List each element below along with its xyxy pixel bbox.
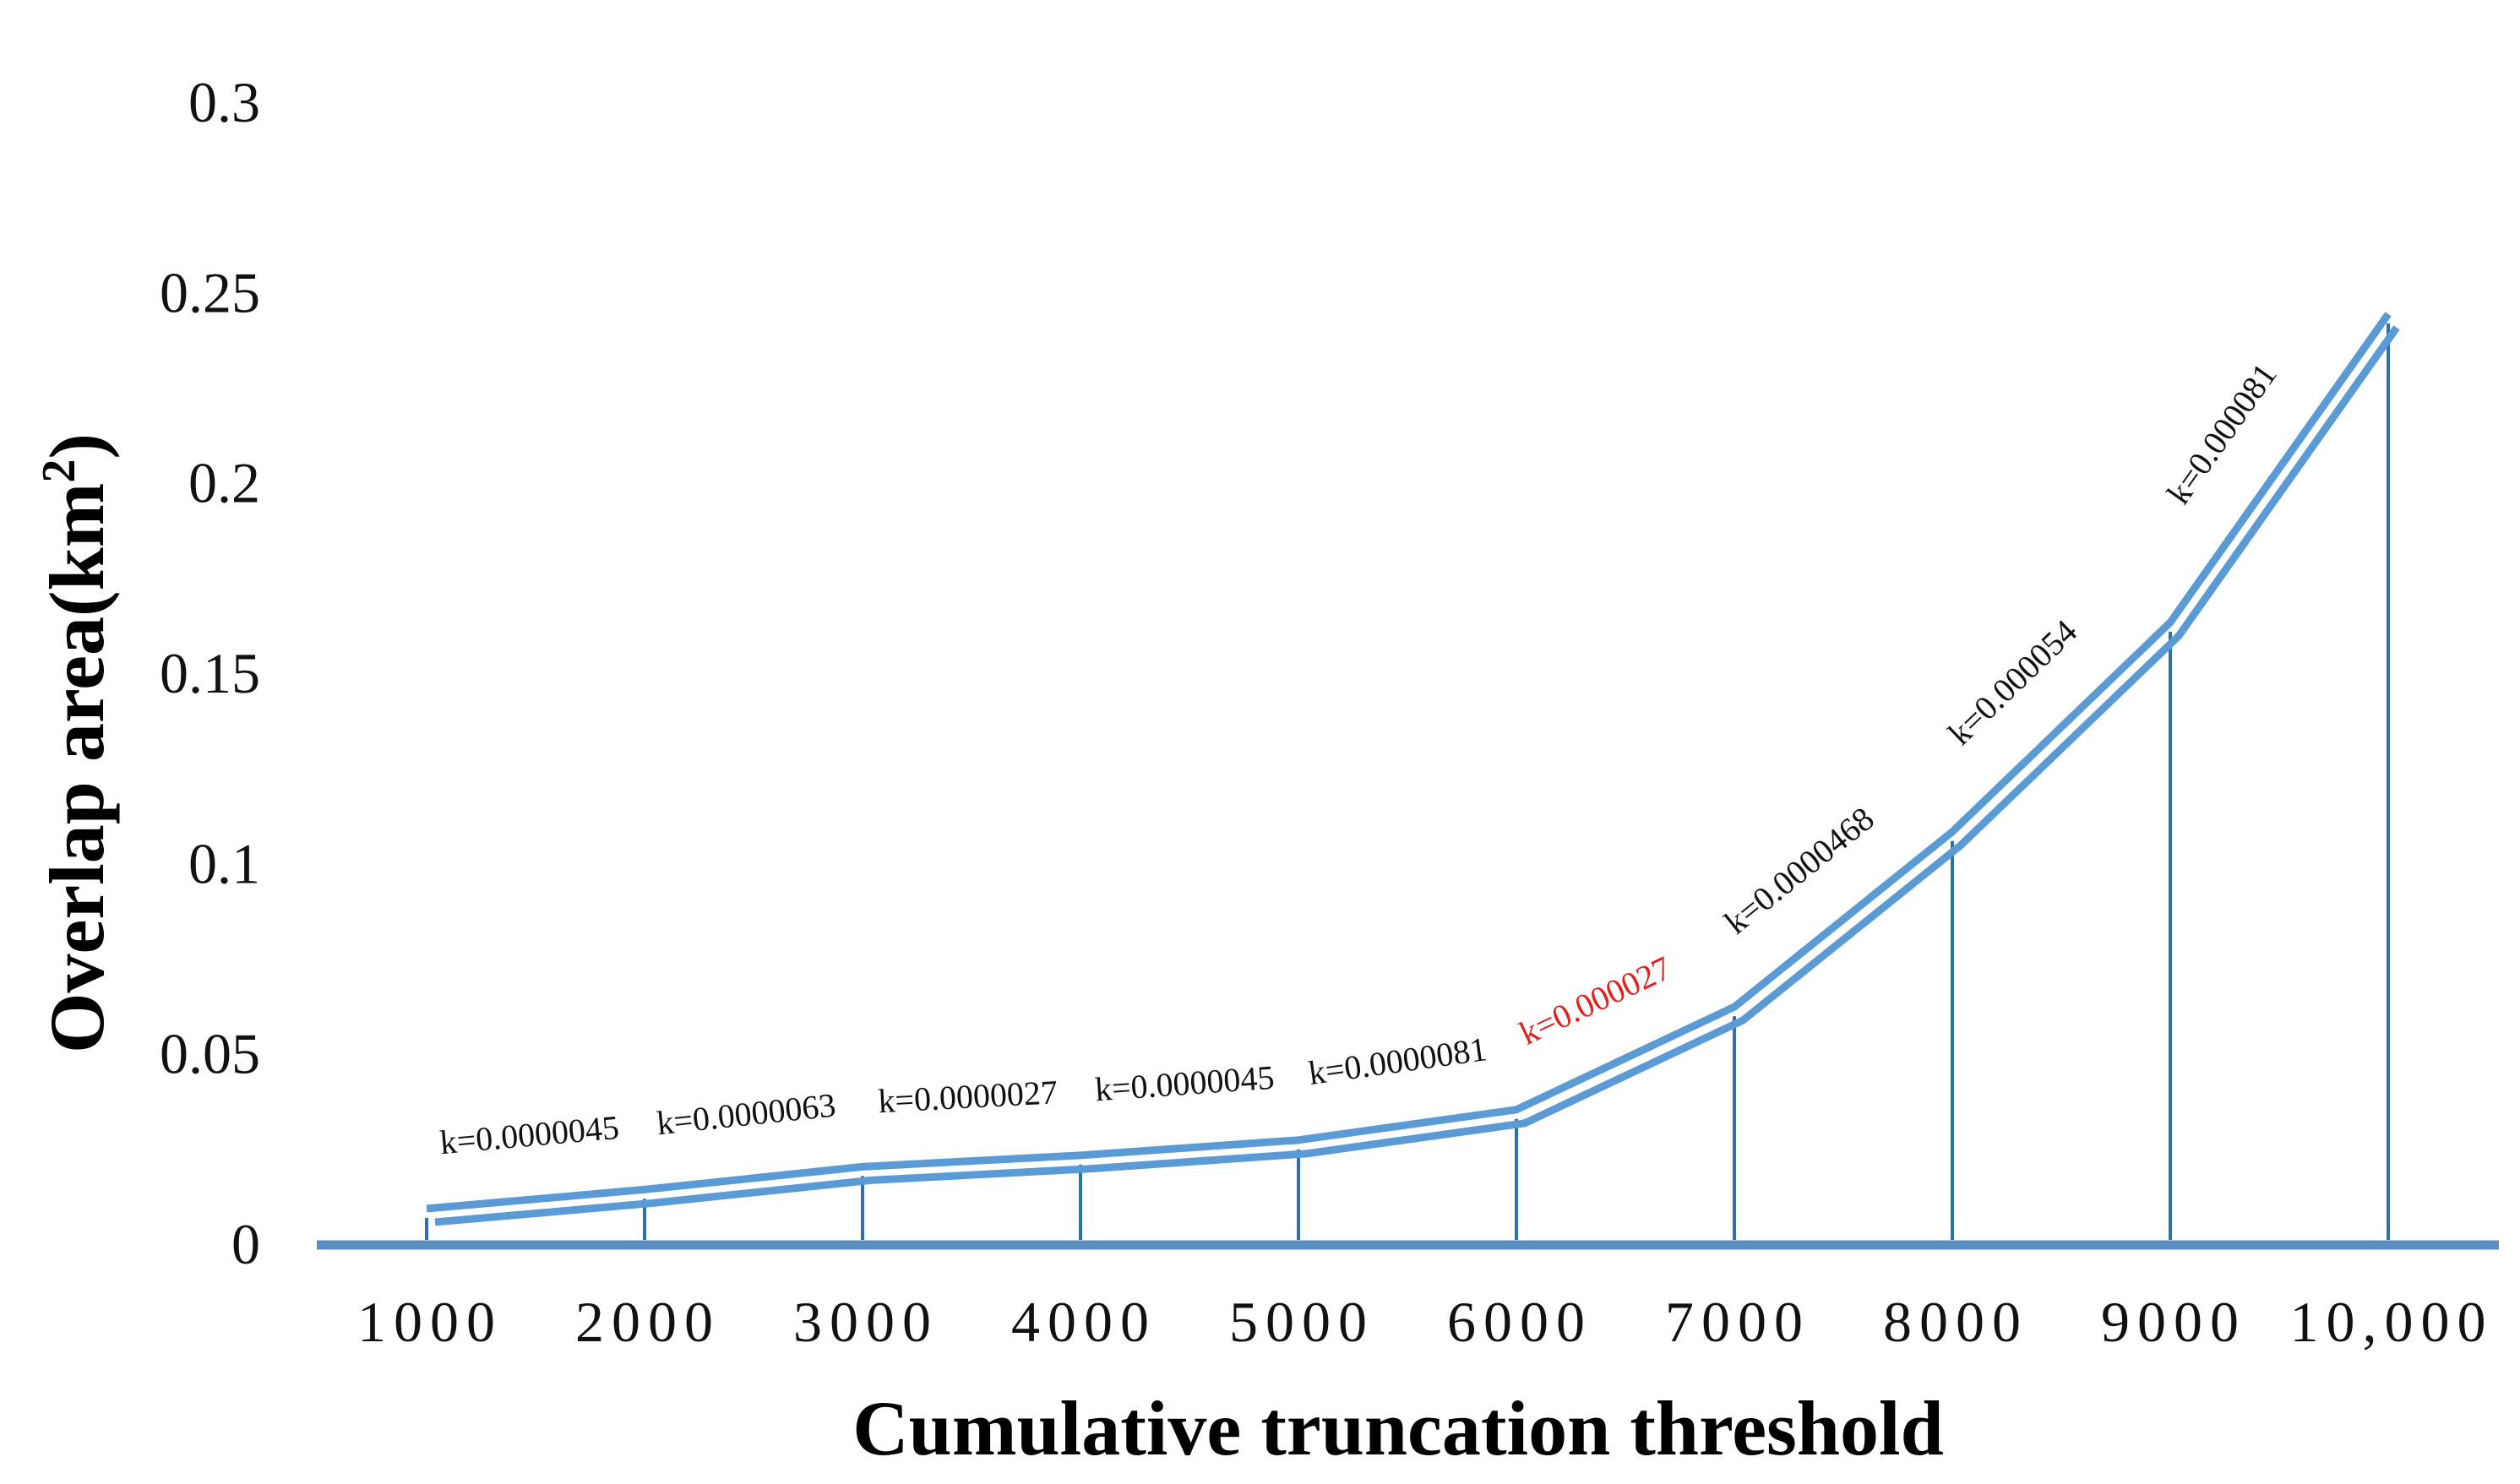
y-tick-labels: 0 0.05 0.1 0.15 0.2 0.25 0.3 (160, 70, 260, 1276)
y-tick-label: 0.05 (160, 1022, 260, 1086)
y-axis-title-close: ) (34, 433, 120, 459)
y-tick-label: 0 (231, 1212, 260, 1276)
x-tick-label: 1000 (357, 1290, 503, 1354)
series-line-upper (426, 312, 2392, 1213)
y-axis-title-main: Overlap area(km (34, 483, 120, 1053)
series-line-layer (426, 312, 2400, 1226)
x-tick-label: 10,000 (2290, 1290, 2494, 1354)
x-tick-label: 4000 (1011, 1290, 1157, 1354)
slope-label: k=0.0000045 (438, 1108, 621, 1161)
x-tick-label: 3000 (793, 1290, 939, 1354)
x-tick-label: 5000 (1229, 1290, 1374, 1354)
slope-label: k=0.000027 (1514, 949, 1677, 1052)
slope-label: k=0.0000045 (1094, 1058, 1276, 1109)
slope-label: k=0.0000063 (655, 1085, 837, 1142)
slope-label: k=0.0000468 (1717, 799, 1881, 941)
x-tick-label: 7000 (1665, 1290, 1810, 1354)
slope-labels-layer: k=0.0000045 k=0.0000063 k=0.0000027 k=0.000… (438, 356, 2284, 1162)
x-axis-title: Cumulative truncation threshold (852, 1385, 1944, 1471)
x-tick-label: 9000 (2101, 1290, 2246, 1354)
slope-label: k=0.000054 (1940, 612, 2084, 753)
y-tick-label: 0.1 (188, 831, 260, 895)
x-tick-label: 6000 (1447, 1290, 1592, 1354)
y-tick-label: 0.15 (160, 641, 260, 705)
x-tick-label: 8000 (1883, 1290, 2028, 1354)
y-axis-title: Overlap area(km2) (33, 433, 120, 1053)
drop-lines-layer (425, 323, 2390, 1240)
y-tick-label: 0.2 (188, 451, 260, 515)
y-tick-label: 0.3 (188, 70, 260, 134)
slope-label: k=0.0000027 (877, 1073, 1059, 1120)
y-axis-title-superscript: 2 (33, 459, 85, 483)
x-tick-label: 2000 (575, 1290, 721, 1354)
y-tick-label: 0.25 (160, 260, 260, 324)
series-line-lower (434, 325, 2400, 1226)
x-tick-labels: 1000 2000 3000 4000 5000 6000 7000 8000 9000 10,0… (357, 1290, 2494, 1354)
slope-label: k=0.0000081 (1306, 1030, 1489, 1092)
